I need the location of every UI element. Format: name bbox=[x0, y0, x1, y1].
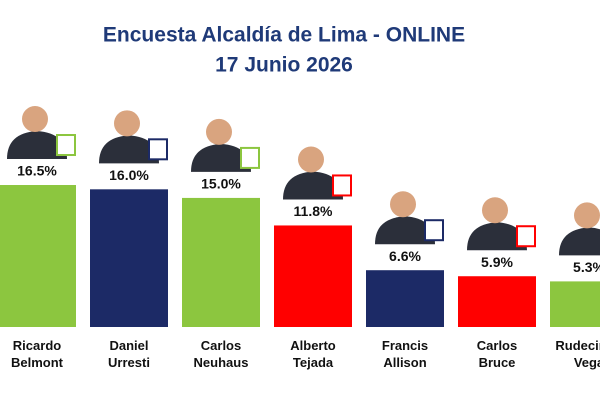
x-tick-label: Carlos Neuhaus bbox=[193, 338, 249, 370]
party-logo bbox=[516, 225, 536, 248]
candidate-photo bbox=[191, 143, 251, 172]
x-tick-label: Carlos Bruce bbox=[476, 338, 518, 370]
chart-subtitle: 17 Junio 2026 bbox=[215, 54, 353, 77]
candidate-photo bbox=[390, 191, 416, 218]
candidate-photo bbox=[574, 202, 600, 229]
candidate-photo bbox=[7, 131, 67, 160]
party-logo bbox=[56, 134, 76, 157]
x-tick-label: Alberto Tejada bbox=[290, 338, 336, 370]
bar bbox=[458, 276, 536, 327]
candidate-photo bbox=[482, 197, 508, 224]
value-label: 16.5% bbox=[17, 163, 57, 179]
x-tick-label: Daniel Urresti bbox=[108, 338, 150, 370]
candidate-photo bbox=[22, 106, 48, 133]
candidate-photo bbox=[559, 227, 600, 256]
value-label: 5.9% bbox=[481, 254, 513, 270]
candidate-photo bbox=[114, 110, 140, 137]
party-logo bbox=[424, 219, 444, 242]
bar bbox=[182, 197, 260, 327]
party-logo bbox=[240, 146, 260, 169]
candidate-photo bbox=[99, 135, 159, 164]
x-tick-label: Ricardo Belmont bbox=[11, 338, 63, 370]
bar bbox=[0, 185, 76, 327]
candidate-photo bbox=[467, 222, 527, 251]
value-label: 5.3% bbox=[573, 259, 600, 275]
candidate-photo bbox=[206, 118, 232, 145]
candidate-photo bbox=[283, 171, 343, 200]
candidate-photo bbox=[375, 216, 435, 245]
party-logo bbox=[332, 174, 352, 197]
candidate-photo bbox=[298, 146, 324, 173]
value-label: 16.0% bbox=[109, 167, 149, 183]
party-logo bbox=[148, 138, 168, 161]
bar bbox=[90, 189, 168, 327]
bar bbox=[550, 281, 600, 327]
x-tick-label: Rudecindo Vega bbox=[555, 338, 600, 370]
value-label: 15.0% bbox=[201, 176, 241, 192]
value-label: 6.6% bbox=[389, 248, 421, 264]
x-tick-label: Francis Allison bbox=[381, 338, 429, 370]
value-label: 11.8% bbox=[294, 203, 333, 219]
bar bbox=[366, 270, 444, 327]
chart-title: Encuesta Alcaldía de Lima - ONLINE bbox=[103, 24, 465, 47]
bar bbox=[274, 225, 352, 327]
